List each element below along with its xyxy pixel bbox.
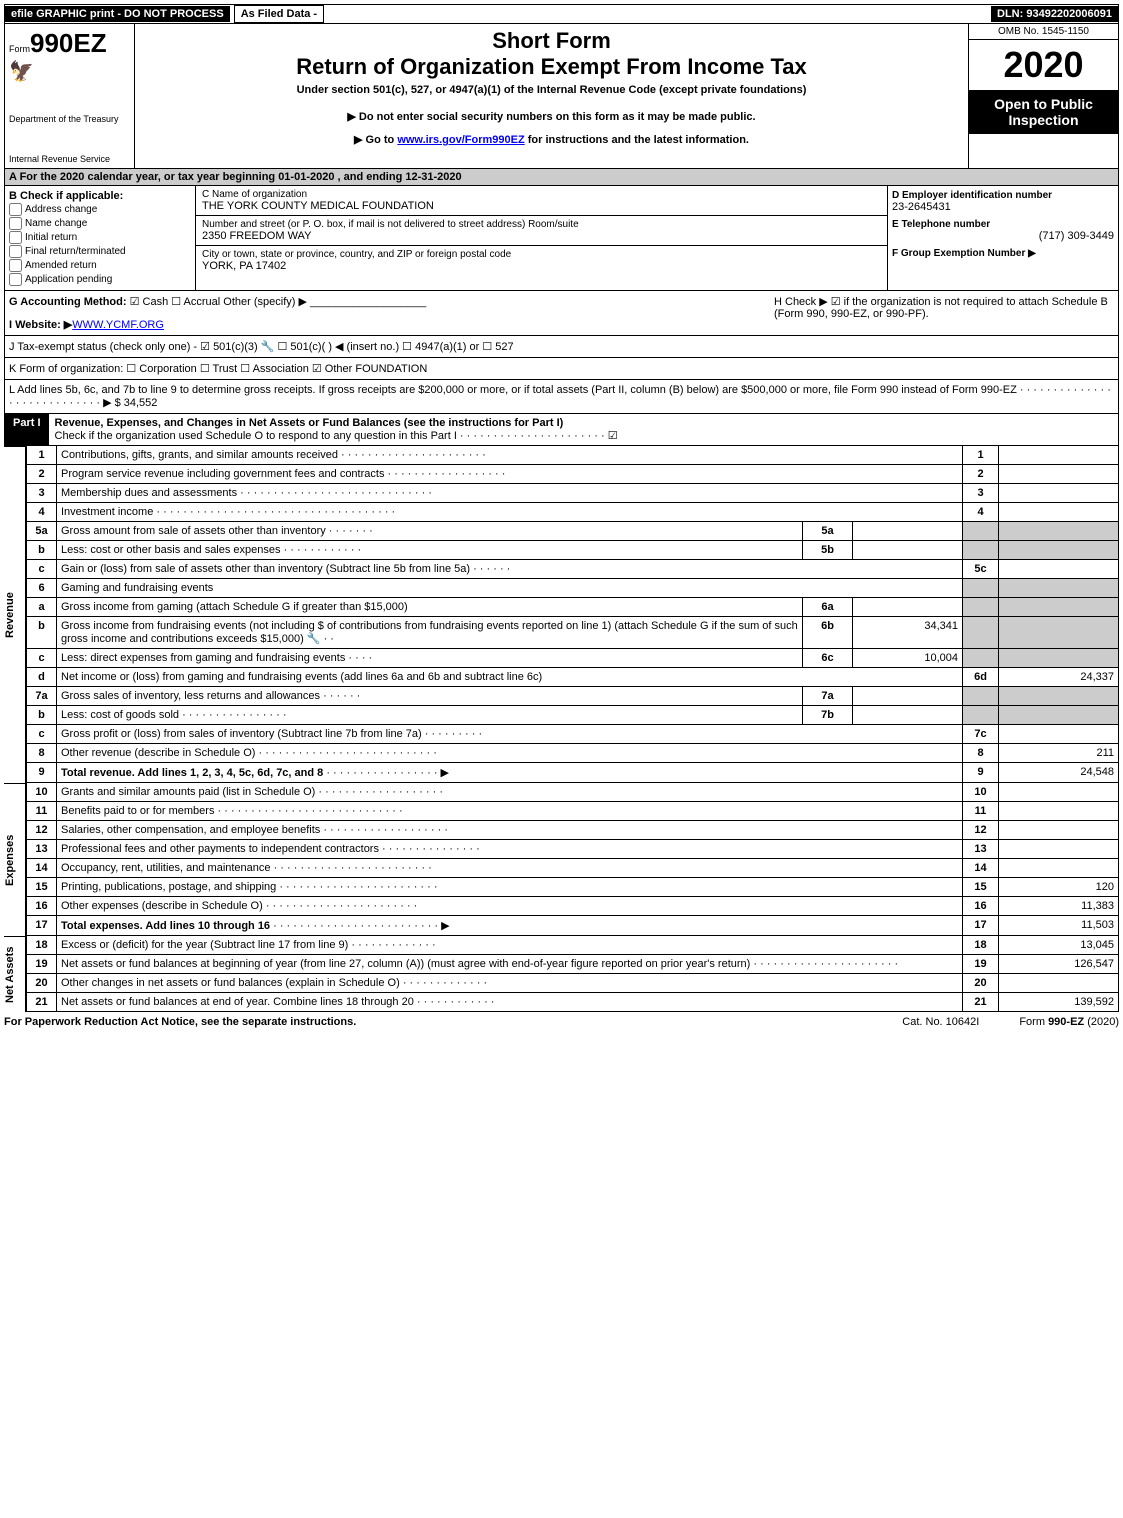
- expenses-side-label: Expenses: [4, 783, 26, 936]
- website-link[interactable]: WWW.YCMF.ORG: [72, 319, 164, 331]
- ein-label: D Employer identification number: [892, 190, 1114, 201]
- open-inspection: Open to Public Inspection: [969, 90, 1118, 134]
- org-name: THE YORK COUNTY MEDICAL FOUNDATION: [202, 200, 881, 212]
- netassets-section: Net Assets 18Excess or (deficit) for the…: [4, 936, 1119, 1012]
- col-d: D Employer identification number 23-2645…: [888, 186, 1118, 290]
- chk-initial[interactable]: Initial return: [9, 231, 191, 244]
- org-city: YORK, PA 17402: [202, 260, 881, 272]
- dln-label: DLN: 93492202006091: [991, 6, 1118, 22]
- subtitle: Under section 501(c), 527, or 4947(a)(1)…: [143, 84, 960, 96]
- chk-final[interactable]: Final return/terminated: [9, 245, 191, 258]
- dept-label: Department of the Treasury: [9, 114, 130, 124]
- i-label: I Website: ▶: [9, 319, 72, 331]
- row-a: A For the 2020 calendar year, or tax yea…: [4, 169, 1119, 186]
- b-label: B Check if applicable:: [9, 190, 191, 202]
- tax-year: 2020: [969, 40, 1118, 90]
- grp-label: F Group Exemption Number ▶: [892, 248, 1114, 259]
- chk-address[interactable]: Address change: [9, 203, 191, 216]
- footer-left: For Paperwork Reduction Act Notice, see …: [4, 1016, 356, 1028]
- irs-link[interactable]: www.irs.gov/Form990EZ: [397, 134, 524, 146]
- chk-pending[interactable]: Application pending: [9, 273, 191, 286]
- col-c: C Name of organization THE YORK COUNTY M…: [195, 186, 888, 290]
- note-ssn: ▶ Do not enter social security numbers o…: [143, 110, 960, 123]
- chk-amended[interactable]: Amended return: [9, 259, 191, 272]
- header-center: Short Form Return of Organization Exempt…: [135, 24, 968, 168]
- expenses-table: 10Grants and similar amounts paid (list …: [26, 783, 1119, 936]
- note2-post: for instructions and the latest informat…: [525, 134, 749, 146]
- row-j: J Tax-exempt status (check only one) - ☑…: [4, 336, 1119, 358]
- revenue-table: 1Contributions, gifts, grants, and simil…: [26, 446, 1119, 783]
- expenses-section: Expenses 10Grants and similar amounts pa…: [4, 783, 1119, 936]
- revenue-section: Revenue 1Contributions, gifts, grants, a…: [4, 446, 1119, 783]
- part1-title: Revenue, Expenses, and Changes in Net As…: [55, 417, 564, 429]
- irs-label: Internal Revenue Service: [9, 154, 130, 164]
- footer-mid: Cat. No. 10642I: [902, 1016, 979, 1028]
- tel-value: (717) 309-3449: [892, 230, 1114, 242]
- efile-label: efile GRAPHIC print - DO NOT PROCESS: [5, 6, 230, 22]
- main-title: Return of Organization Exempt From Incom…: [143, 54, 960, 80]
- col-b: B Check if applicable: Address change Na…: [5, 186, 195, 290]
- short-form-title: Short Form: [143, 28, 960, 54]
- g-opts: ☑ Cash ☐ Accrual Other (specify) ▶: [130, 296, 307, 308]
- tel-label: E Telephone number: [892, 219, 1114, 230]
- part1-label: Part I: [5, 414, 49, 445]
- row-g: G Accounting Method: ☑ Cash ☐ Accrual Ot…: [4, 291, 1119, 336]
- note-link: ▶ Go to www.irs.gov/Form990EZ for instru…: [143, 133, 960, 146]
- section-b-row: B Check if applicable: Address change Na…: [4, 186, 1119, 291]
- footer-right: Form 990-EZ (2020): [1019, 1016, 1119, 1028]
- c-city-label: City or town, state or province, country…: [202, 249, 881, 260]
- note2-pre: ▶ Go to: [354, 134, 397, 146]
- form-number: 990EZ: [30, 28, 107, 58]
- c-addr-label: Number and street (or P. O. box, if mail…: [202, 219, 881, 230]
- netassets-side-label: Net Assets: [4, 936, 26, 1012]
- netassets-table: 18Excess or (deficit) for the year (Subt…: [26, 936, 1119, 1012]
- chk-name[interactable]: Name change: [9, 217, 191, 230]
- header-left: Form990EZ 🦅 Department of the Treasury I…: [5, 24, 135, 168]
- ein-value: 23-2645431: [892, 201, 1114, 213]
- h-text: H Check ▶ ☑ if the organization is not r…: [774, 295, 1114, 331]
- header-right: OMB No. 1545-1150 2020 Open to Public In…: [968, 24, 1118, 168]
- revenue-side-label: Revenue: [4, 446, 26, 783]
- c-name-label: C Name of organization: [202, 189, 881, 200]
- asfiled-label: As Filed Data -: [234, 5, 324, 23]
- form-prefix: Form: [9, 44, 30, 54]
- omb-label: OMB No. 1545-1150: [969, 24, 1118, 40]
- org-addr: 2350 FREEDOM WAY: [202, 230, 881, 242]
- header: Form990EZ 🦅 Department of the Treasury I…: [4, 24, 1119, 169]
- row-k: K Form of organization: ☐ Corporation ☐ …: [4, 358, 1119, 380]
- top-bar: efile GRAPHIC print - DO NOT PROCESS As …: [4, 4, 1119, 24]
- part1-check: Check if the organization used Schedule …: [55, 430, 618, 442]
- footer: For Paperwork Reduction Act Notice, see …: [4, 1012, 1119, 1032]
- part1-header: Part I Revenue, Expenses, and Changes in…: [4, 414, 1119, 446]
- g-label: G Accounting Method:: [9, 296, 127, 308]
- row-l: L Add lines 5b, 6c, and 7b to line 9 to …: [4, 380, 1119, 414]
- seal-icon: 🦅: [9, 59, 130, 84]
